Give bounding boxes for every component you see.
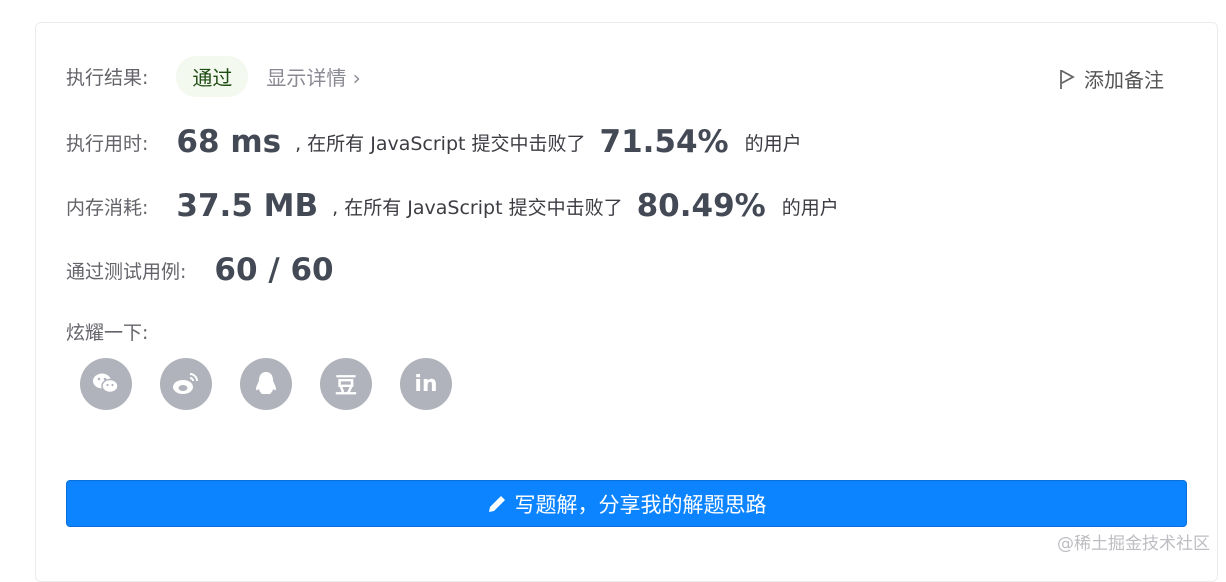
linkedin-icon[interactable]: in bbox=[400, 358, 452, 410]
memory-value: 37.5 MB bbox=[176, 188, 319, 224]
add-note-button[interactable]: 添加备注 bbox=[1058, 64, 1164, 93]
runtime-percent: 71.54% bbox=[599, 124, 729, 160]
memory-label: 内存消耗: bbox=[66, 196, 149, 219]
show-details-link[interactable]: 显示详情 › bbox=[266, 66, 361, 90]
share-label: 炫耀一下: bbox=[66, 322, 149, 344]
pencil-icon bbox=[488, 495, 505, 512]
memory-suffix: 的用户 bbox=[781, 196, 839, 219]
tests-row: 通过测试用例: 60 / 60 bbox=[66, 252, 348, 288]
write-solution-label: 写题解，分享我的解题思路 bbox=[514, 492, 767, 517]
status-badge: 通过 bbox=[176, 56, 249, 97]
memory-text: , 在所有 JavaScript 提交中击败了 bbox=[332, 196, 623, 219]
tests-value: 60 / 60 bbox=[214, 252, 334, 288]
add-note-label: 添加备注 bbox=[1084, 68, 1164, 92]
watermark: @稀土掘金技术社区 bbox=[1057, 534, 1210, 554]
flag-icon bbox=[1060, 69, 1075, 89]
runtime-text: , 在所有 JavaScript 提交中击败了 bbox=[295, 132, 586, 155]
runtime-row: 执行用时: 68 ms , 在所有 JavaScript 提交中击败了 71.5… bbox=[66, 124, 802, 160]
weibo-icon[interactable] bbox=[160, 358, 212, 410]
wechat-icon[interactable] bbox=[80, 358, 132, 410]
tests-label: 通过测试用例: bbox=[66, 260, 187, 283]
share-row: 炫耀一下: bbox=[66, 318, 148, 345]
runtime-value: 68 ms bbox=[176, 124, 282, 160]
result-row: 执行结果: 通过 显示详情 › bbox=[66, 56, 361, 97]
result-label: 执行结果: bbox=[66, 67, 149, 89]
douban-icon[interactable]: 豆 bbox=[320, 358, 372, 410]
qq-icon[interactable] bbox=[240, 358, 292, 410]
memory-row: 内存消耗: 37.5 MB , 在所有 JavaScript 提交中击败了 80… bbox=[66, 188, 839, 224]
runtime-suffix: 的用户 bbox=[744, 132, 802, 155]
runtime-label: 执行用时: bbox=[66, 132, 149, 155]
share-icons: 豆 in bbox=[80, 358, 452, 410]
memory-percent: 80.49% bbox=[636, 188, 766, 224]
write-solution-button[interactable]: 写题解，分享我的解题思路 bbox=[66, 480, 1187, 527]
